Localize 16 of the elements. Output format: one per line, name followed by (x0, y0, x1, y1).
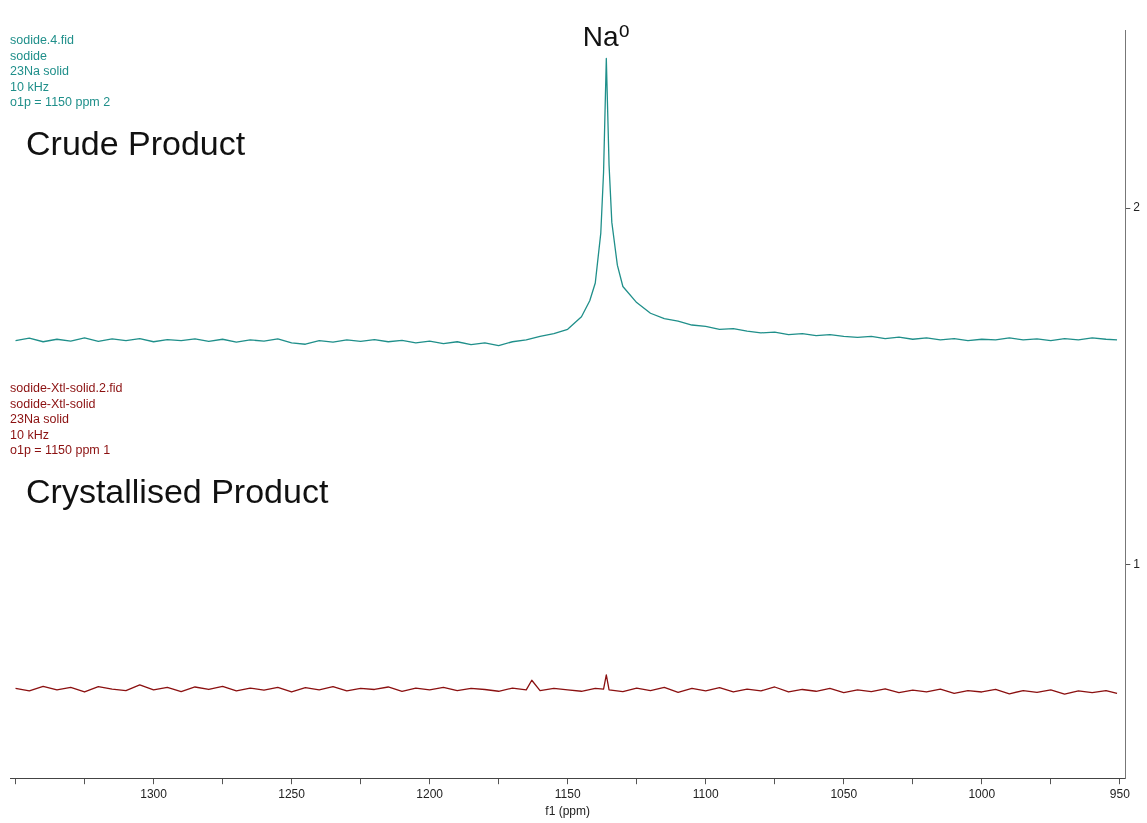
y-tick-label: 1 (1133, 556, 1141, 571)
x-tick-label: 1150 (554, 786, 581, 801)
x-tick-label: 1000 (968, 786, 996, 801)
x-tick-label: 1050 (830, 786, 858, 801)
x-axis-title: f1 (ppm) (545, 804, 591, 819)
x-tick-label: 1250 (278, 786, 306, 801)
x-tick-label: 1100 (692, 786, 719, 801)
annotation: Na⁰ (582, 21, 630, 53)
x-tick-label: 1200 (416, 786, 444, 801)
x-tick-label: 950 (1109, 786, 1131, 801)
annotation: sodide-Xtl-solid.2.fid sodide-Xtl-solid 23Na solid 10 kHz o1p = 1150 ppm 1 (10, 381, 123, 458)
annotation: Crystallised Product (26, 471, 329, 510)
annotation: Crude Product (26, 124, 246, 163)
x-tick-label: 1300 (140, 786, 168, 801)
annotation: sodide.4.fid sodide 23Na solid 10 kHz o1p = 1150 ppm 2 (10, 33, 111, 110)
y-tick-label: 2 (1133, 200, 1141, 215)
